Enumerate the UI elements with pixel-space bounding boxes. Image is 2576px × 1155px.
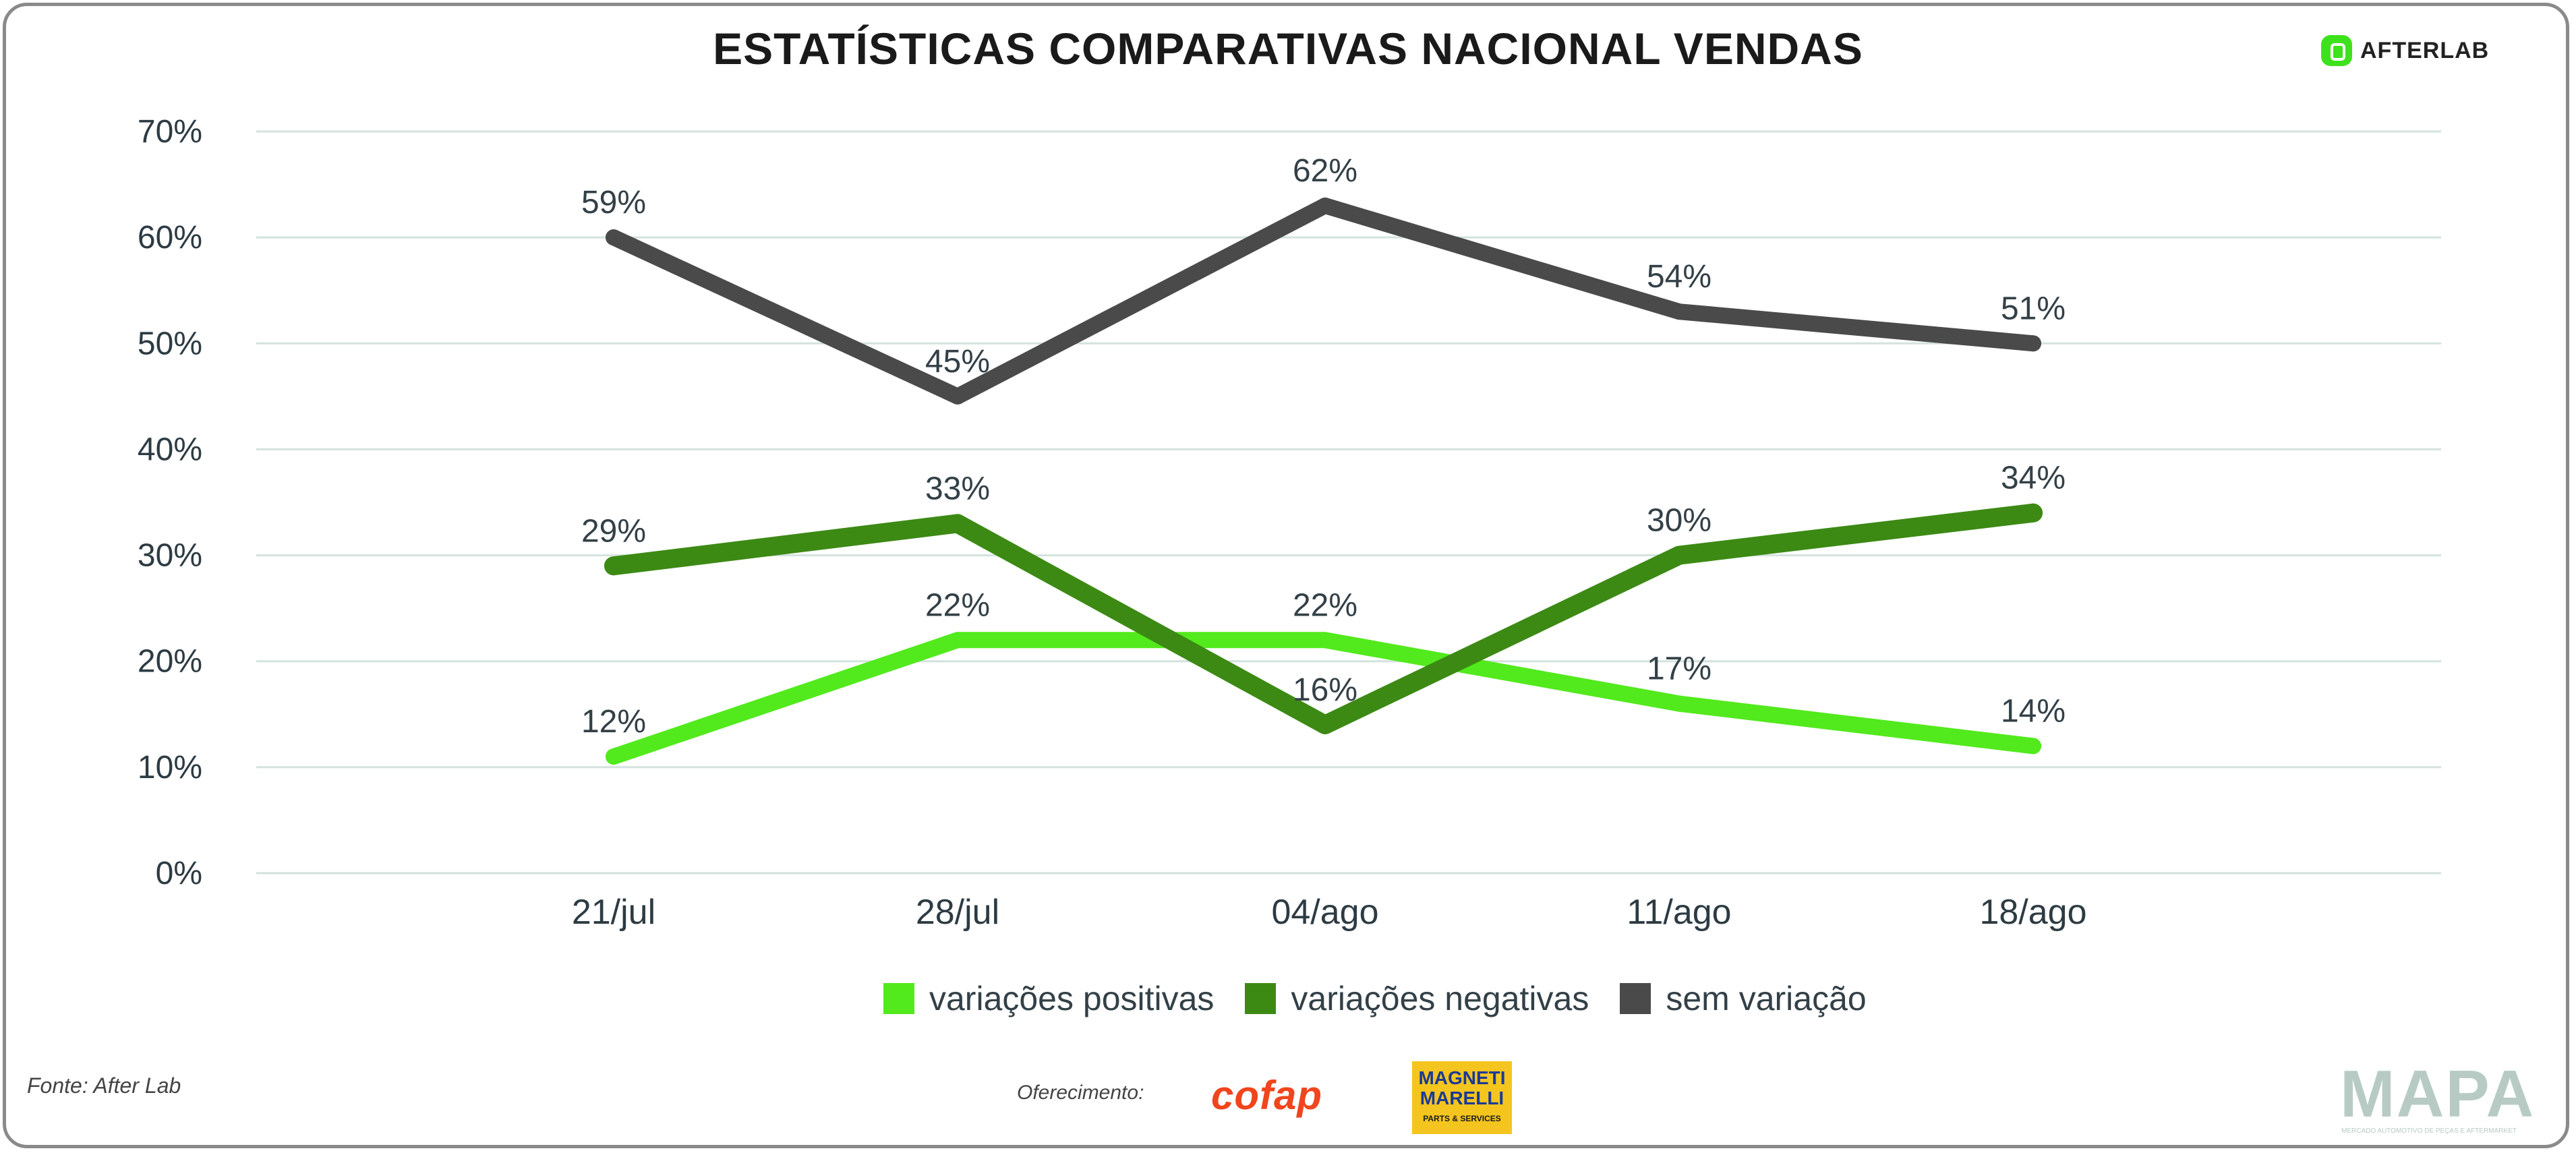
legend-item-positive: variações positivas: [883, 979, 1214, 1018]
data-label: 12%: [581, 704, 646, 740]
data-label: 33%: [925, 471, 990, 506]
data-label: 30%: [1647, 503, 1711, 539]
data-label: 34%: [2001, 461, 2066, 496]
x-tick-label: 18/ago: [1979, 893, 2086, 932]
data-point: [1316, 715, 1335, 734]
mapa-subtitle: MERCADO AUTOMOTIVO DE PEÇAS E AFTERMARKE…: [2341, 1127, 2517, 1135]
data-label: 54%: [1647, 259, 1711, 295]
y-tick-label: 0%: [156, 856, 202, 891]
y-tick-label: 30%: [138, 538, 202, 574]
magneti-line1: MAGNETI: [1418, 1067, 1506, 1088]
data-label: 17%: [1647, 651, 1711, 687]
y-tick-label: 60%: [138, 220, 202, 256]
magneti-line2: MARELLI: [1419, 1088, 1504, 1108]
series-line-2: [606, 198, 2041, 405]
chart-frame: [3, 3, 2569, 1148]
mapa-logo: MAPA: [2340, 1057, 2536, 1131]
data-label: 59%: [581, 185, 646, 220]
y-tick-label: 70%: [138, 114, 202, 150]
x-tick-label: 28/jul: [916, 893, 999, 932]
chart-title: ESTATÍSTICAS COMPARATIVAS NACIONAL VENDA…: [713, 24, 1863, 73]
data-label: 29%: [581, 513, 646, 549]
legend-item-negative: variações negativas: [1245, 979, 1589, 1018]
legend-label-negative: variações negativas: [1291, 980, 1589, 1017]
data-point: [1671, 303, 1687, 320]
data-label: 62%: [1293, 153, 1357, 189]
y-tick-label: 50%: [138, 326, 202, 361]
data-point: [1670, 545, 1689, 565]
data-point: [949, 388, 966, 405]
data-point: [2025, 738, 2041, 754]
data-point: [606, 748, 622, 765]
x-tick-label: 04/ago: [1271, 893, 1378, 932]
data-point: [948, 514, 967, 533]
data-point: [949, 632, 966, 649]
legend-label-positive: variações positivas: [929, 980, 1214, 1017]
legend-label-none: sem variação: [1666, 980, 1867, 1017]
data-point: [606, 229, 622, 246]
y-tick-label: 40%: [138, 432, 202, 467]
afterlab-logo-icon: [2321, 35, 2352, 66]
magneti-sub: PARTS & SERVICES: [1423, 1114, 1501, 1123]
legend-swatch-positive: [883, 983, 914, 1014]
cofap-logo: cofap: [1211, 1073, 1323, 1118]
y-tick-label: 20%: [138, 644, 202, 680]
chart-legend: variações positivas variações negativas …: [883, 979, 1867, 1018]
afterlab-logo-text: AFTERLAB: [2360, 37, 2490, 63]
data-label: 22%: [1293, 587, 1357, 623]
legend-swatch-none: [1620, 983, 1651, 1014]
data-point: [1317, 632, 1333, 649]
x-tick-label: 11/ago: [1627, 893, 1731, 932]
data-label: 22%: [925, 587, 990, 623]
afterlab-logo: AFTERLAB: [2321, 35, 2489, 66]
legend-item-none: sem variação: [1620, 979, 1867, 1018]
data-label: 14%: [2001, 693, 2066, 729]
sponsor-label: Oferecimento:: [1017, 1082, 1144, 1104]
data-point: [604, 556, 623, 576]
source-note: Fonte: After Lab: [27, 1073, 181, 1098]
data-label: 51%: [2001, 291, 2066, 326]
data-point: [2025, 335, 2041, 352]
data-point: [2024, 503, 2043, 523]
data-point: [1671, 695, 1687, 712]
data-label: 45%: [925, 344, 990, 380]
data-point: [1317, 198, 1333, 214]
data-label: 16%: [1293, 672, 1357, 708]
legend-swatch-negative: [1245, 983, 1277, 1014]
y-tick-label: 10%: [138, 750, 202, 786]
x-tick-label: 21/jul: [572, 893, 655, 932]
magneti-marelli-logo: MAGNETI MARELLI PARTS & SERVICES: [1412, 1061, 1512, 1134]
